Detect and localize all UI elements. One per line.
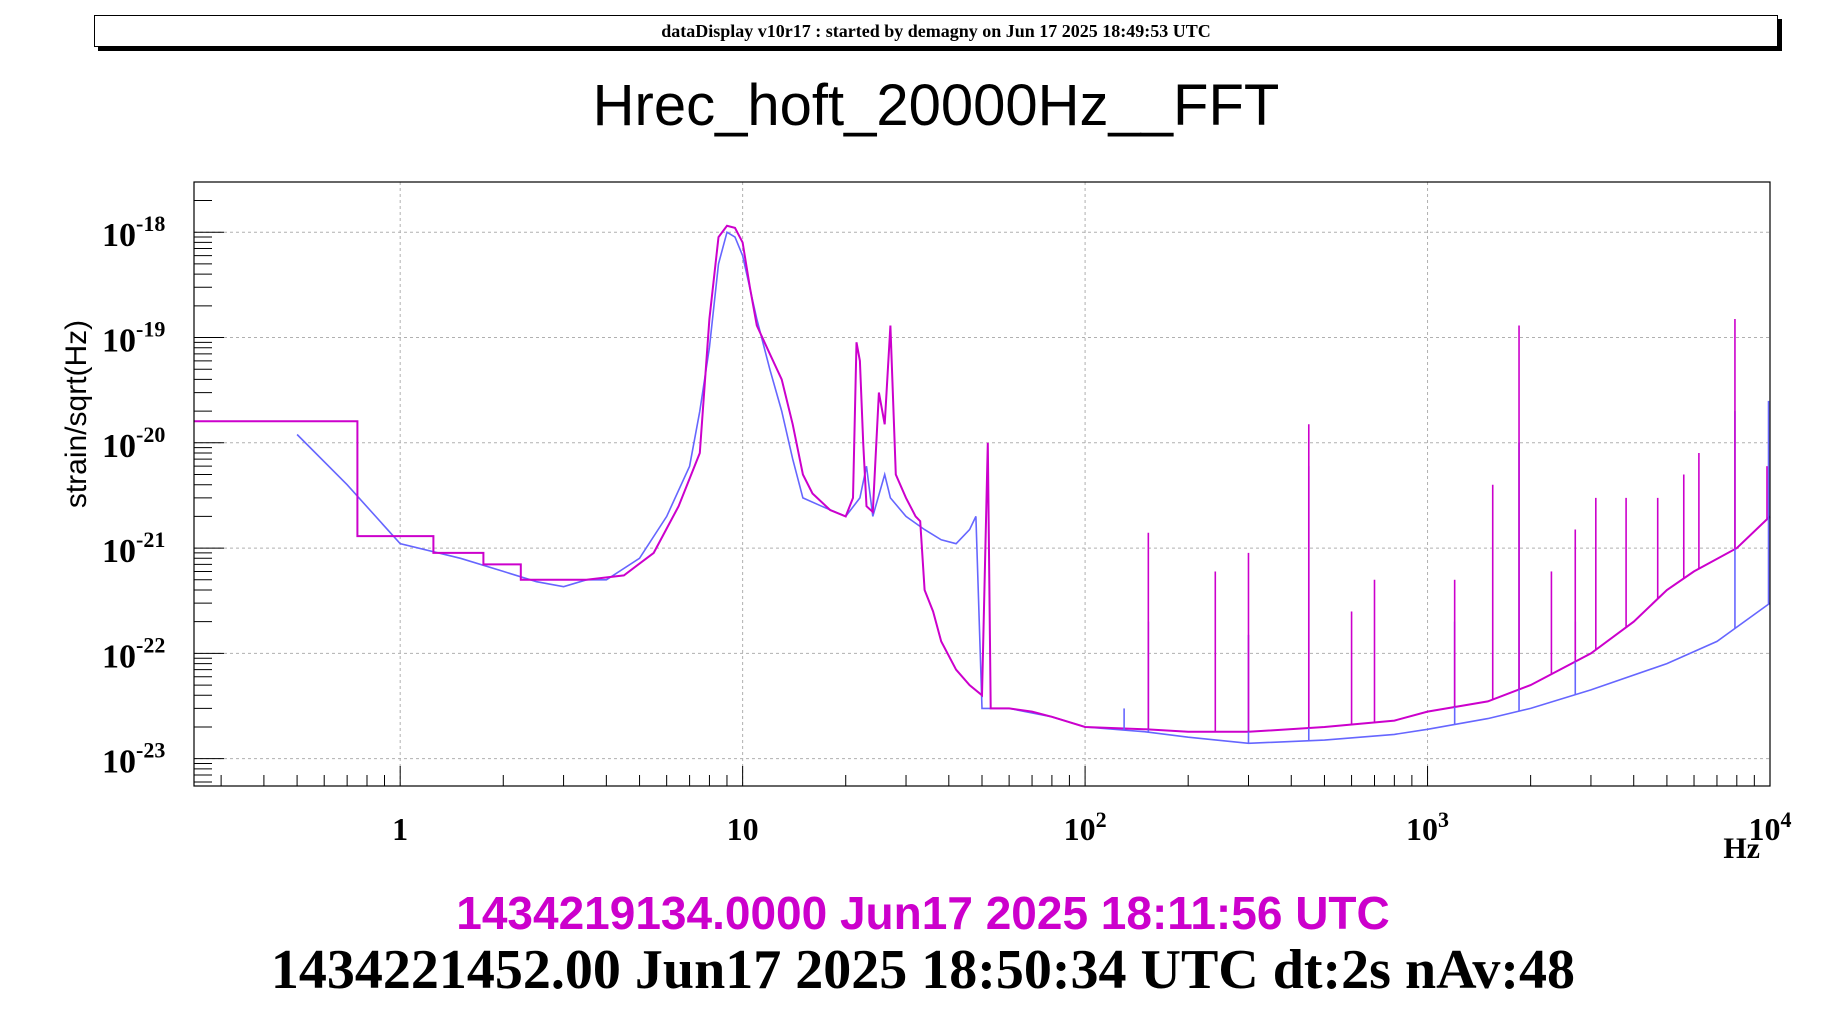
chart-title: Hrec_hoft_20000Hz__FFT (592, 73, 1280, 138)
series-layer (194, 224, 1771, 745)
series-reference (194, 224, 1771, 733)
y-tick-label-2: 10-20 (102, 422, 165, 465)
x-tick-label-1: 10 (727, 811, 759, 847)
tick-labels: 1 10 102 103 104 10-18 10-19 10-20 10-21 10-22 10-… (102, 211, 1792, 847)
series-current (296, 230, 1771, 745)
y-tick-label-5: 10-23 (102, 738, 165, 781)
y-tick-label-1: 10-19 (102, 317, 165, 360)
reference-timestamp: 1434219134.0000 Jun17 2025 18:11:56 UTC (456, 887, 1390, 939)
y-axis-label: strain/sqrt(Hz) (60, 320, 93, 508)
y-tick-label-0: 10-18 (102, 211, 165, 254)
x-tick-label-2: 102 (1064, 807, 1107, 847)
plot-frame (193, 181, 1771, 787)
display-banner: dataDisplay v10r17 : started by demagny … (94, 15, 1778, 47)
x-tick-label-4: 104 (1749, 807, 1792, 847)
tick-marks (194, 200, 1771, 786)
x-tick-label-0: 1 (392, 811, 408, 847)
x-tick-label-3: 103 (1406, 807, 1449, 847)
x-axis-label: Hz (1723, 832, 1760, 865)
current-timestamp: 1434221452.00 Jun17 2025 18:50:34 UTC dt… (270, 939, 1576, 1001)
y-tick-label-3: 10-21 (102, 527, 165, 570)
y-tick-label-4: 10-22 (102, 632, 165, 675)
